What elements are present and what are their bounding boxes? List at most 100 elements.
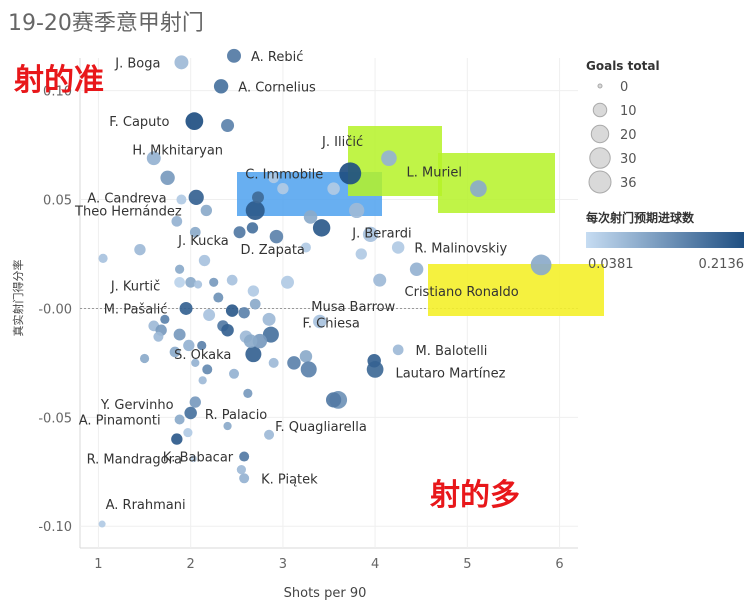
point-label: A. Pinamonti [79, 414, 161, 429]
scatter-point [355, 248, 367, 260]
scatter-point [174, 414, 185, 425]
point-label: F. Quagliarella [275, 420, 367, 435]
size-legend-label: 10 [620, 104, 637, 119]
scatter-point [249, 298, 261, 310]
scatter-point [239, 451, 250, 462]
size-legend-circle [590, 124, 610, 144]
point-label: Musa Barrow [311, 300, 395, 315]
scatter-point [209, 277, 219, 287]
point-label: L. Muriel [407, 166, 463, 181]
point-label: Lautaro Martínez [395, 366, 505, 381]
scatter-point [229, 368, 240, 379]
scatter-point [171, 215, 183, 227]
scatter-point [174, 276, 185, 288]
scatter-point [189, 226, 201, 238]
size-legend-label: 20 [620, 128, 637, 143]
y-axis-title: 真实射门得分率 [11, 260, 25, 337]
scatter-point [198, 376, 207, 385]
point-label: C. Immobile [245, 167, 323, 182]
scatter-point [185, 276, 197, 288]
y-tick-label: 0.10 [43, 85, 72, 100]
point-label: K. Babacar [163, 451, 234, 466]
y-tick-label: 0.05 [43, 194, 72, 209]
scatter-point [98, 520, 106, 528]
y-tick-label: -0.00 [38, 302, 72, 317]
scatter-point [221, 323, 234, 337]
x-tick-label: 5 [463, 557, 471, 572]
point-label: S. Okaka [174, 348, 231, 363]
scatter-point [179, 301, 193, 315]
scatter-point [300, 242, 311, 253]
scatter-point [183, 339, 195, 352]
color-legend-min: 0.0381 [588, 257, 634, 272]
point-label: R. Malinovskiy [414, 241, 507, 256]
point-labels: A. Rebić J. Boga A. Cornelius F. Caputo H. M… [74, 50, 519, 513]
point-label: A. Rrahmani [106, 498, 186, 513]
scatter-point [236, 465, 246, 475]
scatter-point [312, 219, 331, 237]
scatter-point [98, 253, 108, 263]
highlight-box-ronaldo [428, 264, 604, 316]
scatter-point [362, 226, 379, 243]
scatter-point [169, 346, 181, 358]
point-label: M. Balotelli [416, 344, 488, 359]
scatter-point [252, 191, 264, 204]
point-label: Theo Hernández [74, 204, 182, 219]
point-label: J. Iličić [321, 135, 363, 150]
scatter-point [139, 353, 150, 364]
scatter-point [225, 304, 239, 317]
scatter-point [203, 309, 216, 321]
point-label: Cristiano Ronaldo [405, 285, 519, 300]
scatter-point [339, 162, 362, 185]
scatter-point [268, 357, 279, 368]
scatter-point [530, 254, 552, 276]
point-label: D. Zapata [240, 243, 304, 258]
highlight-box-muriel [438, 153, 555, 213]
scatter-point [183, 427, 193, 438]
scatter-point [184, 406, 197, 420]
annotation-accurate: 射的准 [14, 63, 104, 98]
scatter-point [367, 353, 381, 368]
point-label: R. Mandragora [87, 453, 182, 468]
scatter-point [176, 194, 187, 205]
point-label: J. Kurtič [110, 279, 160, 294]
color-legend-title: 每次射门预期进球数 [586, 210, 695, 225]
scatter-point [160, 170, 175, 185]
point-label: J. Berardi [351, 226, 411, 241]
scatter-point [200, 204, 213, 217]
point-label: F. Chiesa [303, 317, 360, 332]
point-label: A. Cornelius [238, 80, 316, 95]
scatter-point [198, 254, 211, 267]
scatter-point [268, 172, 280, 184]
color-legend-bar [586, 232, 744, 248]
color-legend-max: 0.2136 [699, 257, 745, 272]
annotation-volume: 射的多 [430, 478, 520, 513]
scatter-point [470, 180, 487, 198]
scatter-point [223, 421, 232, 431]
size-legend-label: 0 [620, 80, 628, 95]
scatter-point [300, 361, 317, 378]
scatter-point [349, 202, 365, 219]
x-tick-label: 6 [555, 557, 563, 572]
size-legend-circle [588, 170, 612, 194]
point-label: A. Candreva [87, 191, 166, 206]
y-tick-labels: 0.10 0.05 -0.00 -0.05 -0.10 [38, 85, 72, 536]
point-label: F. Caputo [109, 115, 169, 130]
scatter-point [245, 346, 262, 363]
scatter-point [175, 264, 185, 274]
x-tick-label: 4 [371, 557, 379, 572]
x-tick-label: 2 [187, 557, 195, 572]
size-legend-label: 30 [620, 152, 637, 167]
scatter-point [243, 388, 253, 398]
scatter-point [188, 189, 204, 205]
x-tick-labels: 1 2 3 4 5 6 [94, 557, 563, 572]
scatter-point [239, 473, 250, 484]
scatter-point [226, 274, 238, 286]
scatter-point [269, 229, 284, 244]
scatter-point [325, 392, 342, 408]
scatter-point [202, 364, 213, 375]
scatter-point [262, 326, 279, 343]
scatter-point [264, 429, 275, 440]
size-legend-title: Goals total [586, 59, 660, 73]
